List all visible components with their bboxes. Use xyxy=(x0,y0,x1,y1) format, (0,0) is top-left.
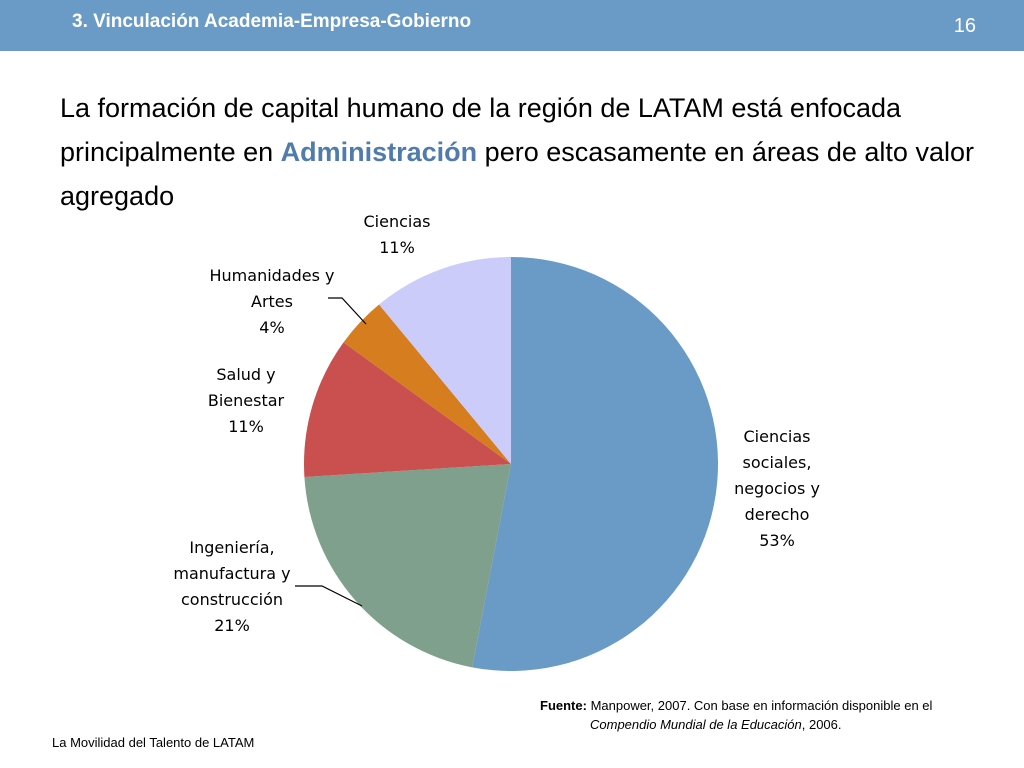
source-note: Fuente: Manpower, 2007. Con base en info… xyxy=(540,696,1000,734)
slice-label: Salud y Bienestar 11% xyxy=(208,365,285,436)
source-text: Manpower, 2007. Con base en información … xyxy=(586,698,933,713)
headline-text-2: pero escasamente en áreas de alto valor … xyxy=(60,137,974,211)
pie-slice xyxy=(343,304,511,464)
source-label: Fuente: xyxy=(540,698,587,713)
headline: La formación de capital humano de la reg… xyxy=(60,86,1010,218)
pie-slice xyxy=(379,257,511,464)
headline-highlight: Administración xyxy=(280,137,478,167)
slice-label: Ciencias 11% xyxy=(364,212,431,257)
section-title: 3. Vinculación Academia-Empresa-Gobierno xyxy=(72,11,472,32)
pie-slice xyxy=(304,464,511,668)
slice-label: Ingeniería, manufactura y construcción 21% xyxy=(173,538,290,635)
pie-slice xyxy=(472,257,719,672)
pie-slice xyxy=(304,342,511,477)
leader-line xyxy=(328,297,367,325)
headline-text-1: La formación de capital humano de la reg… xyxy=(60,93,902,167)
leader-line xyxy=(295,585,363,607)
source-year: , 2006. xyxy=(801,717,842,732)
footer-text: La Movilidad del Talento de LATAM xyxy=(52,735,255,750)
slice-label: Ciencias sociales, negocios y derecho 53% xyxy=(734,427,820,550)
source-publication: Compendio Mundial de la Educación xyxy=(590,717,802,732)
page-number: 16 xyxy=(953,15,976,37)
slice-label: Humanidades y Artes 4% xyxy=(210,266,335,337)
header-bar xyxy=(0,0,1024,51)
